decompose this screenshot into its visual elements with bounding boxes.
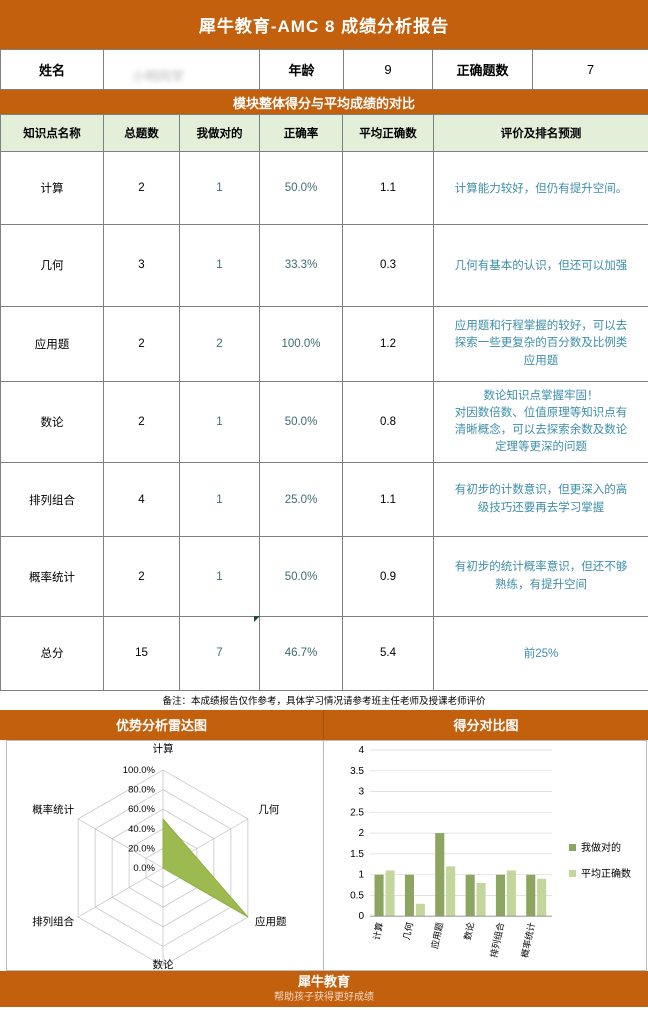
svg-text:4: 4 [358, 745, 364, 756]
svg-text:排列组合: 排列组合 [32, 915, 74, 928]
svg-text:计算: 计算 [370, 921, 385, 941]
svg-text:2: 2 [358, 828, 364, 839]
svg-text:排列组合: 排列组合 [488, 921, 506, 959]
svg-text:80.0%: 80.0% [128, 784, 155, 795]
svg-text:40.0%: 40.0% [128, 823, 155, 834]
svg-text:60.0%: 60.0% [128, 804, 155, 815]
svg-text:3.5: 3.5 [350, 765, 364, 776]
svg-text:1: 1 [358, 869, 364, 880]
svg-text:数论: 数论 [461, 921, 476, 941]
svg-text:数论: 数论 [153, 958, 174, 971]
svg-text:0.0%: 0.0% [133, 863, 155, 874]
svg-text:计算: 计算 [153, 742, 174, 755]
svg-text:几何: 几何 [400, 921, 415, 941]
svg-text:20.0%: 20.0% [128, 843, 155, 854]
svg-text:概率统计: 概率统计 [519, 921, 537, 959]
svg-text:几何: 几何 [258, 803, 279, 816]
svg-text:应用题: 应用题 [255, 915, 287, 928]
svg-text:0: 0 [358, 911, 364, 922]
svg-text:100.0%: 100.0% [123, 765, 156, 776]
svg-text:2.5: 2.5 [350, 807, 364, 818]
svg-text:3: 3 [358, 786, 364, 797]
svg-text:0.5: 0.5 [350, 890, 364, 901]
svg-text:1.5: 1.5 [350, 848, 364, 859]
svg-text:平均正确数: 平均正确数 [581, 867, 631, 880]
svg-text:概率统计: 概率统计 [32, 803, 74, 816]
svg-text:我做对的: 我做对的 [581, 841, 621, 854]
svg-text:应用题: 应用题 [429, 921, 445, 950]
